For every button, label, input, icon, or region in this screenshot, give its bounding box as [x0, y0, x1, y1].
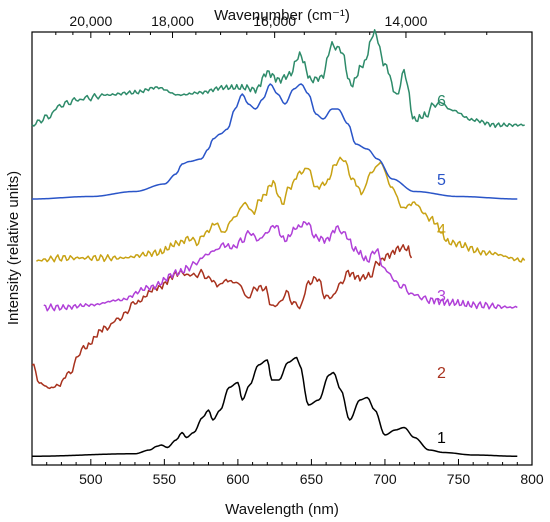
x-tick-label: 500 [79, 471, 103, 487]
series-4-line [35, 156, 526, 263]
series-1-line [32, 356, 518, 457]
series-layer [31, 29, 526, 457]
x-tick-label: 650 [300, 471, 324, 487]
series-1-label: 1 [437, 430, 446, 447]
bottom-axis: 500 550 600 650 700 750 800 [31, 459, 544, 487]
top-tick-label: 16,000 [253, 13, 296, 29]
x-tick-label: 750 [447, 471, 471, 487]
top-tick-label: 20,000 [69, 13, 112, 29]
series-6-line [31, 29, 525, 129]
top-axis-title: Wavenumber (cm⁻¹) [214, 7, 350, 24]
x-tick-label: 700 [373, 471, 397, 487]
series-5-line [31, 83, 518, 200]
x-tick-label: 800 [520, 471, 544, 487]
series-labels: 1 2 3 4 5 6 [437, 93, 446, 447]
top-tick-label: 14,000 [385, 13, 428, 29]
x-tick-label: 600 [226, 471, 250, 487]
series-4-label: 4 [437, 222, 446, 239]
plot-area: 500 550 600 650 700 750 800 20,000 18,000 16,000… [31, 13, 544, 487]
series-3-line [43, 220, 518, 312]
x-tick-label: 550 [153, 471, 177, 487]
series-3-label: 3 [437, 288, 446, 305]
x-axis-title: Wavelength (nm) [225, 501, 339, 518]
series-2-label: 2 [437, 365, 446, 382]
series-5-label: 5 [437, 172, 446, 189]
y-axis-title: Intensity (relative units) [5, 171, 22, 325]
top-axis: 20,000 18,000 16,000 14,000 [55, 13, 533, 38]
series-2-line [31, 244, 413, 390]
series-6-label: 6 [437, 93, 446, 110]
plot-frame [31, 31, 533, 466]
top-tick-label: 18,000 [151, 13, 194, 29]
